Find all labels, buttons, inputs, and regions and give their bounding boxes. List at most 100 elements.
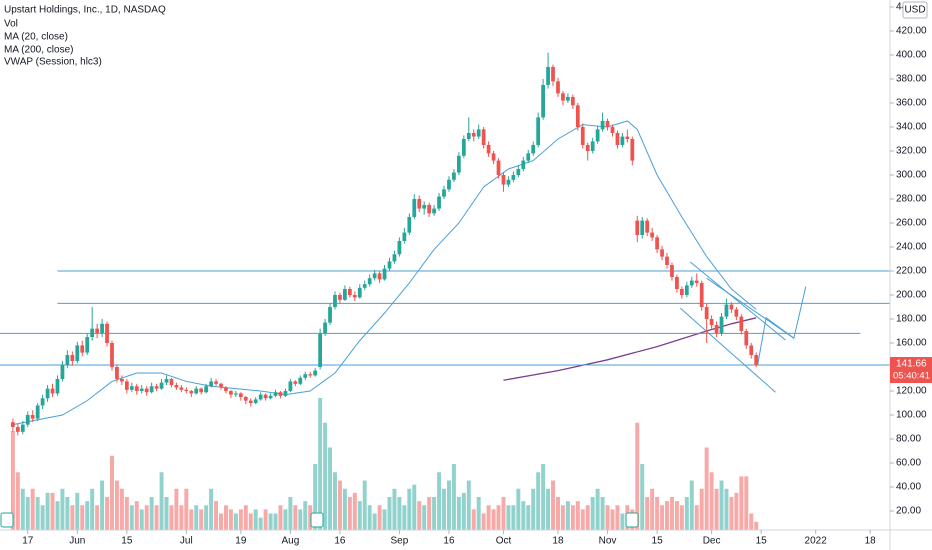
volume-bar xyxy=(204,505,209,530)
candle-body xyxy=(110,343,114,368)
volume-bar xyxy=(333,472,337,530)
volume-bar xyxy=(694,505,699,530)
candle-body xyxy=(412,198,417,217)
volume-bar xyxy=(174,488,179,530)
y-tick-label: 200.00 xyxy=(896,290,927,301)
candle-body xyxy=(308,374,313,376)
candle-body xyxy=(452,172,456,180)
legend: Upstart Holdings, Inc., 1D, NASDAQ Vol M… xyxy=(4,5,166,68)
volume-bar xyxy=(486,505,491,530)
candle-body xyxy=(709,319,714,326)
candle-body xyxy=(650,232,655,238)
candle-body xyxy=(149,386,154,393)
volume-bar xyxy=(10,431,15,530)
candle-body xyxy=(754,355,759,366)
volume-bar xyxy=(60,488,65,530)
volume-bar xyxy=(223,505,228,530)
candle-body xyxy=(124,381,129,390)
candle-body xyxy=(585,144,590,151)
volume-bar xyxy=(714,488,719,530)
candle-body xyxy=(655,237,659,250)
volume-bar xyxy=(412,484,417,530)
y-tick-label: 160.00 xyxy=(896,338,927,349)
candle-body xyxy=(169,379,174,386)
x-tick-label: 19 xyxy=(235,536,247,547)
volume-bar xyxy=(427,497,432,530)
x-tick-label: 2022 xyxy=(805,536,828,547)
volume-bar xyxy=(100,480,105,530)
candle-body xyxy=(144,388,149,393)
volume-bar xyxy=(511,505,516,530)
volume-bar xyxy=(342,488,347,530)
volume-bar xyxy=(724,488,729,530)
candle-body xyxy=(689,280,694,286)
volume-bar xyxy=(337,480,342,530)
candle-body xyxy=(471,132,476,137)
volume-bar xyxy=(719,480,724,530)
candle-body xyxy=(570,96,575,106)
candle-body xyxy=(115,367,119,380)
candle-body xyxy=(714,325,719,334)
x-tick-label: 17 xyxy=(22,536,34,547)
candle-body xyxy=(694,280,699,284)
volume-bar xyxy=(238,509,243,530)
candle-body xyxy=(313,370,318,376)
currency: USD xyxy=(904,5,925,16)
volume-bar xyxy=(600,497,605,530)
volume-bar xyxy=(536,472,541,530)
candle-body xyxy=(660,249,664,257)
candle-body xyxy=(491,153,496,161)
candle-body xyxy=(635,220,640,235)
candle-body xyxy=(95,328,100,334)
candle-body xyxy=(273,392,278,396)
volume-bar xyxy=(605,505,610,530)
candle-body xyxy=(174,385,179,388)
candle-body xyxy=(105,323,109,344)
volume-bar xyxy=(144,505,149,530)
volume-bar xyxy=(50,492,55,530)
candle-body xyxy=(333,295,337,308)
volume-bar xyxy=(635,422,640,530)
candle-body xyxy=(129,386,134,390)
trend-line xyxy=(706,277,795,339)
y-tick-label: 400.00 xyxy=(896,50,927,61)
candle-body xyxy=(526,153,531,161)
candle-body xyxy=(679,289,684,296)
volume-bar xyxy=(595,488,600,530)
volume-bar xyxy=(407,488,412,530)
volume-bar xyxy=(387,497,392,530)
volume-bar xyxy=(551,480,556,530)
y-tick-label: 40.00 xyxy=(896,482,921,493)
volume-bar xyxy=(615,505,620,530)
y-tick-label: 120.00 xyxy=(896,386,927,397)
volume-bar xyxy=(20,488,25,530)
candle-body xyxy=(427,204,432,214)
x-tick-label: 15 xyxy=(121,536,133,547)
candle-body xyxy=(600,120,605,130)
candle-body xyxy=(461,138,466,156)
y-tick-label: 240.00 xyxy=(896,242,927,253)
volume-bar xyxy=(80,505,85,530)
candle-body xyxy=(263,394,268,399)
candle-body xyxy=(357,287,362,298)
candle-body xyxy=(283,391,288,396)
candle-body xyxy=(417,198,422,209)
volume-bar xyxy=(580,509,585,530)
volume-bar xyxy=(521,501,526,530)
earnings-icon[interactable] xyxy=(310,512,324,528)
volume-bar xyxy=(640,464,645,530)
candle-body xyxy=(625,136,630,139)
y-tick-label: 360.00 xyxy=(896,98,927,109)
candle-body xyxy=(590,141,595,151)
volume-bar xyxy=(124,497,129,530)
volume-bar xyxy=(40,505,45,530)
volume-bar xyxy=(114,480,119,530)
candle-body xyxy=(551,66,555,82)
earnings-icon[interactable] xyxy=(625,512,639,528)
volume-bar xyxy=(442,488,446,530)
earnings-icon[interactable] xyxy=(0,512,14,528)
candle-body xyxy=(486,144,491,154)
x-tick-label: 16 xyxy=(443,536,455,547)
volume-bar xyxy=(565,501,570,530)
